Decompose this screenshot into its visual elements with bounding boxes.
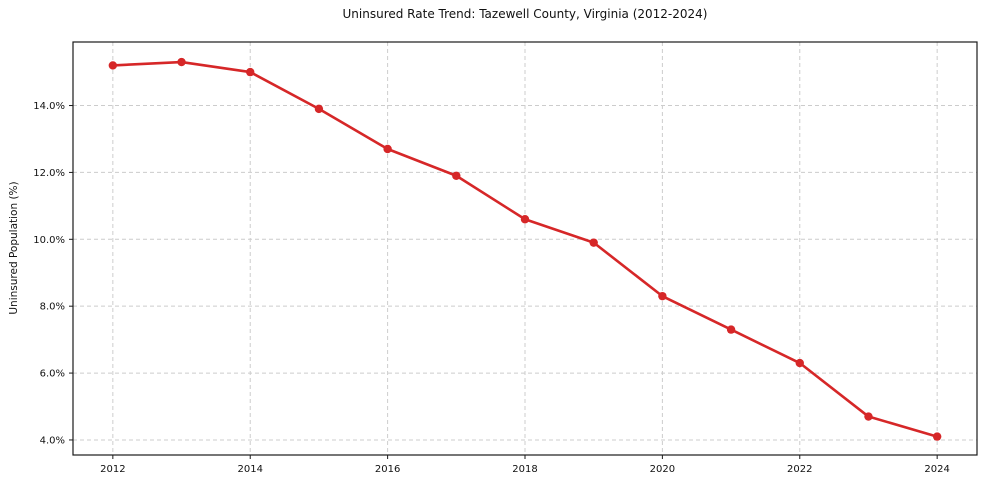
data-point (383, 144, 392, 154)
data-point (589, 238, 598, 247)
data-point (452, 171, 461, 180)
x-tick-label: 2020 (650, 464, 675, 475)
y-tick-label: 12.0% (33, 168, 65, 179)
x-tick-label: 2014 (238, 464, 263, 475)
x-tick-label: 2022 (787, 464, 812, 475)
data-point (864, 412, 873, 421)
x-tick-label: 2016 (375, 464, 400, 475)
x-tick-label: 2018 (512, 464, 537, 475)
data-point (314, 104, 324, 114)
y-tick-label: 4.0% (40, 435, 65, 446)
data-point (795, 358, 804, 368)
x-tick-label: 2012 (100, 464, 125, 475)
y-tick-label: 10.0% (33, 235, 65, 246)
y-tick-label: 6.0% (40, 369, 65, 380)
y-tick-label: 8.0% (40, 302, 65, 313)
y-tick-label: 14.0% (33, 101, 65, 112)
data-point (108, 61, 118, 70)
data-point (520, 215, 530, 224)
data-point (658, 291, 667, 301)
data-point (932, 432, 942, 441)
chart-title: Uninsured Rate Trend: Tazewell County, V… (342, 7, 708, 21)
x-tick-label: 2024 (924, 464, 949, 475)
data-point (177, 57, 186, 67)
data-point (246, 67, 255, 77)
data-point (726, 325, 736, 334)
